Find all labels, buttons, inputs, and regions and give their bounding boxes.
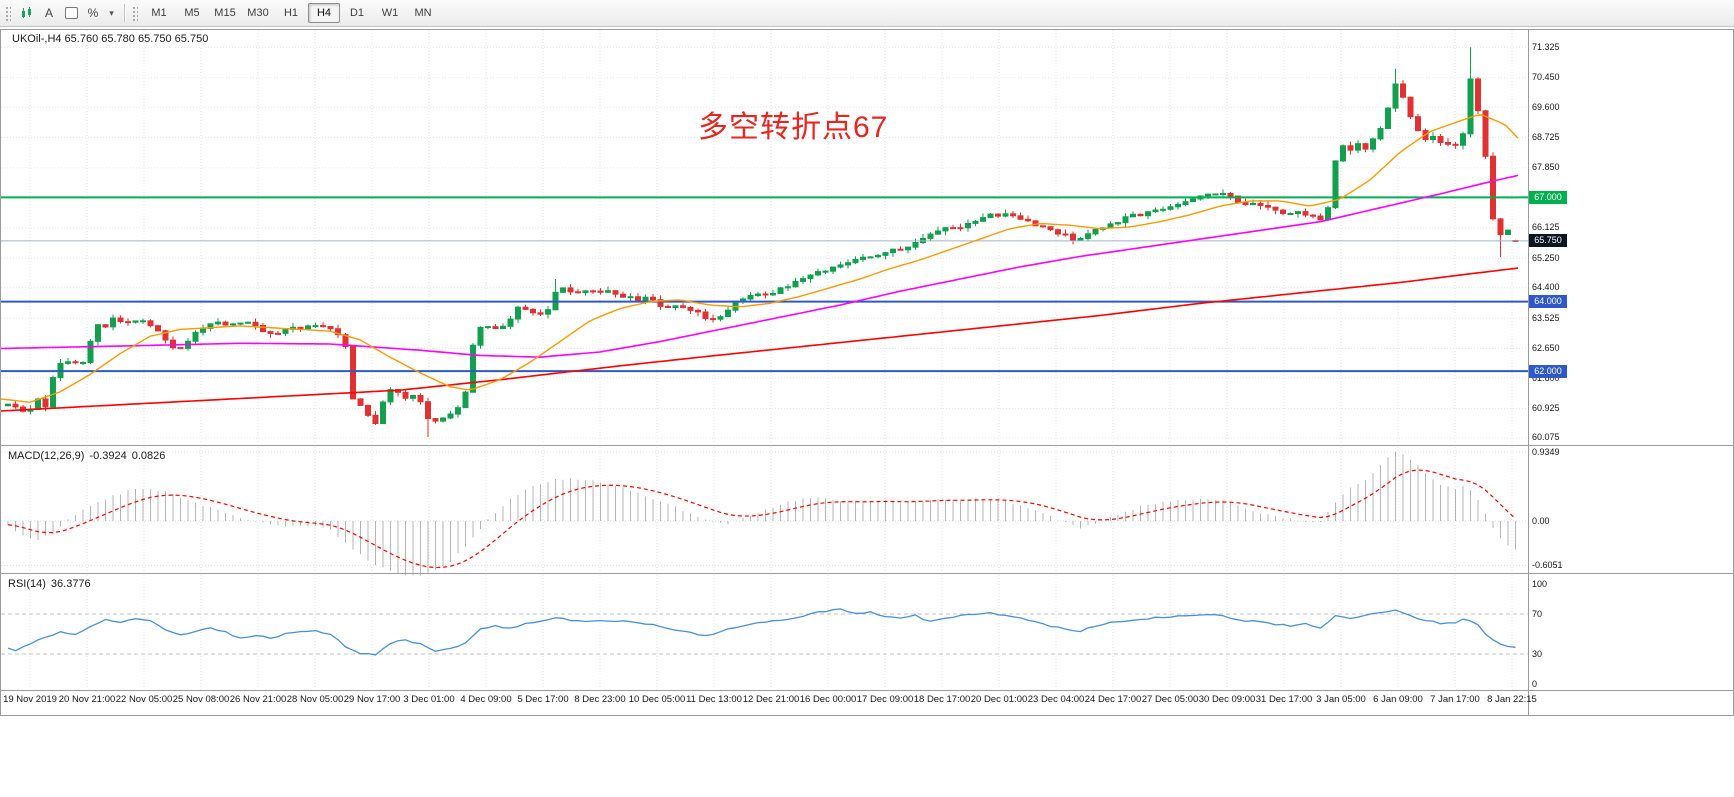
macd-layer [7,451,1516,576]
timeframe-button-w1[interactable]: W1 [381,7,399,19]
candlestick-icon [22,7,31,18]
label-frame-icon [64,7,78,19]
toolbar: A % ▾ M1 M5 M15 M30 H1 H4 D1 W1 MN [0,0,1734,27]
grid-layer [1,30,1528,689]
candlestick-tool-button[interactable] [16,2,38,24]
timeframe-drag-handle-icon[interactable] [132,5,138,21]
ma-fast-line [0,114,1519,404]
timeframe-button-h4[interactable]: H4 [308,3,340,23]
rsi-line [7,608,1516,656]
text-tool-button[interactable]: A [44,6,53,20]
timeframe-button-h1[interactable]: H1 [283,7,299,19]
macd-signal-line [7,469,1516,569]
timeframe-button-d1[interactable]: D1 [349,7,365,19]
toolbar-drag-handle-icon[interactable] [5,5,11,21]
timeframe-button-m30[interactable]: M30 [247,7,269,19]
timeframe-button-m1[interactable]: M1 [151,7,167,19]
timeframe-button-m5[interactable]: M5 [184,7,200,19]
ma-mid-line [0,174,1519,359]
toolbar-separator [124,4,125,22]
fibonacci-tool-button[interactable]: % [87,6,99,20]
timeframe-button-mn[interactable]: MN [414,7,432,19]
candles-layer [5,47,1519,438]
timeframe-group: M1 M5 M15 M30 H1 H4 D1 W1 MN [143,3,439,23]
label-tool-button[interactable] [60,2,82,24]
ma-slow-line [0,267,1519,412]
toolbar-dropdown-icon[interactable]: ▾ [109,7,114,18]
timeframe-button-m15[interactable]: M15 [214,7,236,19]
